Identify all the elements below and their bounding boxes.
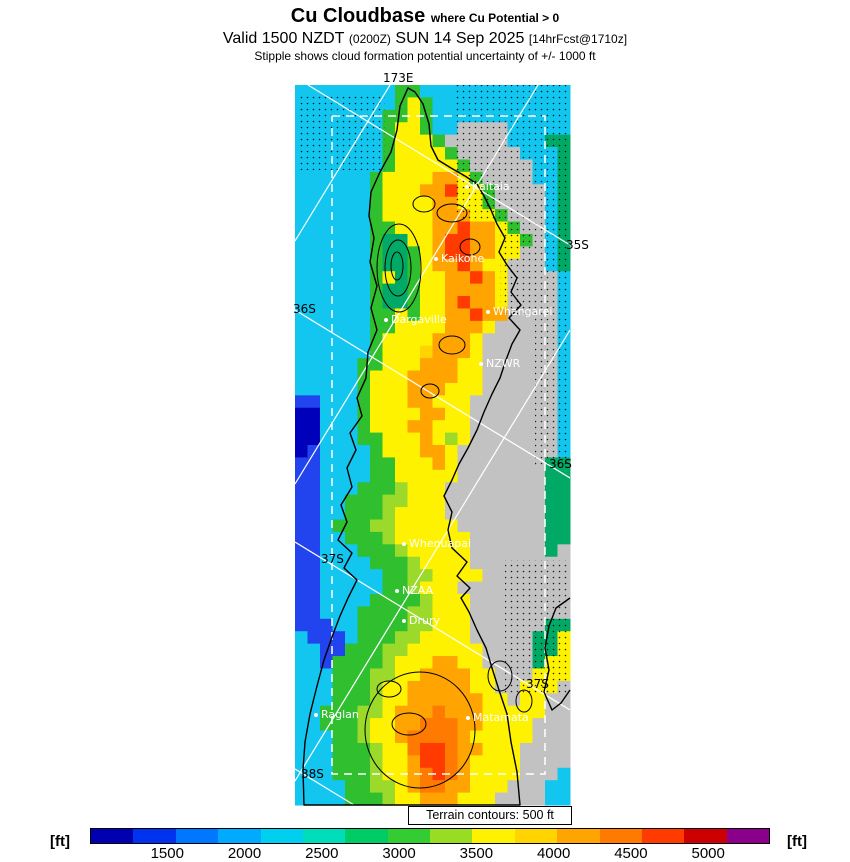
place-dot	[486, 310, 490, 314]
place-dot	[314, 713, 318, 717]
valid-time-line: Valid 1500 NZDT (0200Z) SUN 14 Sep 2025 …	[0, 29, 850, 49]
valid-prefix: Valid 1500 NZDT	[222, 30, 345, 47]
colorbar	[90, 828, 770, 844]
place-name: Kaitaia	[472, 180, 510, 193]
grid-label-37s: 37S	[526, 677, 549, 691]
place-label-whangarei: Whangarei	[486, 305, 552, 318]
grid-label-35s: 35S	[566, 238, 589, 252]
graticule	[295, 85, 570, 806]
place-label-dargaville: Dargaville	[384, 313, 447, 326]
place-dot	[434, 257, 438, 261]
place-name: NZWR	[486, 357, 521, 370]
colorbar-segment	[133, 829, 176, 843]
colorbar-segment	[430, 829, 473, 843]
colorbar-segment	[684, 829, 727, 843]
colorbar-tick: 2000	[227, 845, 262, 862]
place-dot	[466, 716, 470, 720]
place-name: Whangarei	[493, 305, 552, 318]
colorbar-unit-left: [ft]	[50, 833, 70, 850]
grid-label-173e: 173E	[383, 71, 414, 85]
place-label-drury: Drury	[402, 614, 440, 627]
place-dot	[402, 542, 406, 546]
title-main: Cu Cloudbase	[290, 5, 426, 27]
colorbar-tick: 2500	[305, 845, 339, 862]
place-name: Drury	[409, 614, 440, 627]
place-label-matamata: Matamata	[466, 711, 529, 724]
colorbar-tick: 3500	[459, 845, 494, 862]
colorbar-segment	[514, 829, 558, 843]
colorbar-tick: 3000	[382, 845, 416, 862]
place-name: Matamata	[473, 711, 529, 724]
place-dot	[479, 362, 483, 366]
grid-label-36s: 36S	[549, 457, 572, 471]
colorbar-segment	[175, 829, 219, 843]
colorbar-tick: 4000	[536, 845, 571, 862]
place-name: Whenuapai	[409, 537, 471, 550]
grid-label-38s: 38S	[301, 767, 324, 781]
place-label-nzaa: NZAA	[395, 584, 434, 597]
terrain-note: Terrain contours: 500 ft	[408, 806, 572, 825]
place-dot	[402, 619, 406, 623]
place-label-raglan: Raglan	[314, 708, 359, 721]
place-label-kaikohe: Kaikohe	[434, 252, 484, 265]
colorbar-tick: 1500	[150, 845, 184, 862]
place-name: Raglan	[321, 708, 359, 721]
grid-label-37s: 37S	[321, 552, 344, 566]
colorbar-segment	[472, 829, 515, 843]
colorbar-segment	[641, 829, 685, 843]
place-label-kaitaia: Kaitaia	[465, 180, 510, 193]
colorbar-segment	[91, 829, 134, 843]
forecast-ref: [14hrFcst@1710z]	[528, 32, 628, 46]
colorbar-segment	[218, 829, 261, 843]
place-name: Dargaville	[391, 313, 447, 326]
place-dot	[384, 318, 388, 322]
place-name: NZAA	[402, 584, 434, 597]
terrain-contours	[364, 195, 533, 789]
colorbar-segment	[557, 829, 600, 843]
place-label-nzwr: NZWR	[479, 357, 521, 370]
title-qualifier: where Cu Potential > 0	[430, 11, 560, 25]
stipple-overlay	[300, 85, 570, 695]
coastline	[302, 87, 522, 806]
colorbar-tick: 4500	[614, 845, 648, 862]
colorbar-segment	[387, 829, 430, 843]
valid-utc: (0200Z)	[348, 32, 391, 46]
place-label-whenuapai: Whenuapai	[402, 537, 471, 550]
colorbar-segment	[599, 829, 642, 843]
colorbar-unit-right: [ft]	[787, 833, 807, 850]
chart-title: Cu Cloudbase where Cu Potential > 0	[0, 5, 850, 29]
coastline	[543, 597, 571, 711]
valid-date: SUN 14 Sep 2025	[395, 30, 525, 47]
colorbar-tick: 5000	[691, 845, 725, 862]
place-dot	[465, 185, 469, 189]
place-dot	[395, 589, 399, 593]
subtitle-stipple-note: Stipple shows cloud formation potential …	[254, 49, 596, 63]
colorbar-segment	[302, 829, 346, 843]
colorbar-segment	[726, 829, 769, 843]
grid-label-36s: 36S	[293, 302, 316, 316]
colorbar-segment	[345, 829, 388, 843]
place-name: Kaikohe	[441, 252, 484, 265]
title-block: Cu Cloudbase where Cu Potential > 0 Vali…	[0, 5, 850, 63]
colorbar-segment	[260, 829, 303, 843]
